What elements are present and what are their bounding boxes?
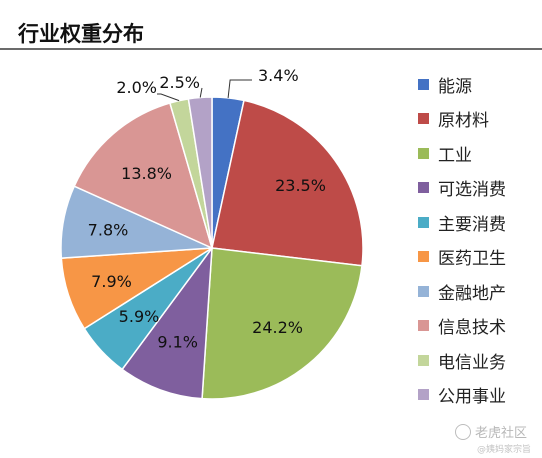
- legend-swatch: [418, 354, 429, 366]
- data-label-5: 5.9%: [119, 307, 160, 326]
- pie-slice-8: [73, 102, 214, 250]
- pie-slice-2: [211, 99, 364, 267]
- chart-title: 行业权重分布: [18, 22, 144, 46]
- legend-item: 电信业务: [418, 348, 506, 373]
- data-label-9: 2.0%: [116, 78, 157, 97]
- legend-item: 能源: [418, 72, 472, 97]
- leader-line-10: [199, 87, 203, 98]
- legend-item: 主要消费: [418, 210, 506, 235]
- legend-swatch: [418, 320, 429, 331]
- legend-label: 公用事业: [438, 387, 506, 407]
- legend-swatch: [418, 216, 429, 228]
- data-label-2: 23.5%: [275, 176, 326, 195]
- legend-item: 医药卫生: [418, 245, 506, 269]
- leader-line-9: [157, 93, 180, 102]
- legend-label: 金融地产: [438, 283, 506, 304]
- legend-item: 信息技术: [418, 314, 506, 338]
- title-divider: [0, 48, 542, 50]
- legend-label: 主要消费: [438, 214, 506, 235]
- data-label-10: 2.5%: [159, 73, 200, 92]
- watermark-handle: @姨妈家宗旨: [477, 445, 532, 455]
- watermark: 老虎社区 @姨妈家宗旨: [455, 420, 537, 455]
- legend-swatch: [418, 113, 429, 124]
- watermark-brand: 老虎社区: [475, 426, 528, 441]
- data-label-7: 7.8%: [88, 220, 129, 239]
- legend-item: 金融地产: [418, 279, 506, 304]
- pie-slice-4: [121, 245, 213, 400]
- legend-swatch: [418, 285, 429, 297]
- legend-swatch: [418, 389, 429, 400]
- legend-label: 原材料: [438, 111, 489, 131]
- watermark-logo-icon: [455, 424, 471, 440]
- legend-label: 能源: [438, 76, 472, 97]
- leader-line-1: [227, 79, 252, 98]
- pie-slice-3: [201, 247, 363, 400]
- data-label-8: 13.8%: [121, 164, 172, 183]
- legend-swatch: [418, 182, 429, 193]
- legend-label: 电信业务: [438, 352, 506, 373]
- legend-item: 可选消费: [418, 176, 506, 200]
- legend-label: 信息技术: [438, 318, 506, 338]
- legend-swatch: [418, 78, 429, 90]
- data-label-3: 24.2%: [252, 318, 303, 337]
- legend-label: 可选消费: [438, 180, 506, 200]
- legend-swatch: [418, 251, 429, 262]
- legend-item: 工业: [418, 141, 472, 166]
- data-label-6: 7.9%: [91, 272, 132, 291]
- data-label-1: 3.4%: [258, 66, 299, 85]
- legend-item: 原材料: [418, 107, 489, 131]
- legend-item: 公用事业: [418, 383, 506, 407]
- legend-label: 医药卫生: [438, 249, 506, 269]
- legend-swatch: [418, 147, 429, 159]
- legend-label: 工业: [438, 145, 472, 166]
- data-label-4: 9.1%: [157, 333, 198, 352]
